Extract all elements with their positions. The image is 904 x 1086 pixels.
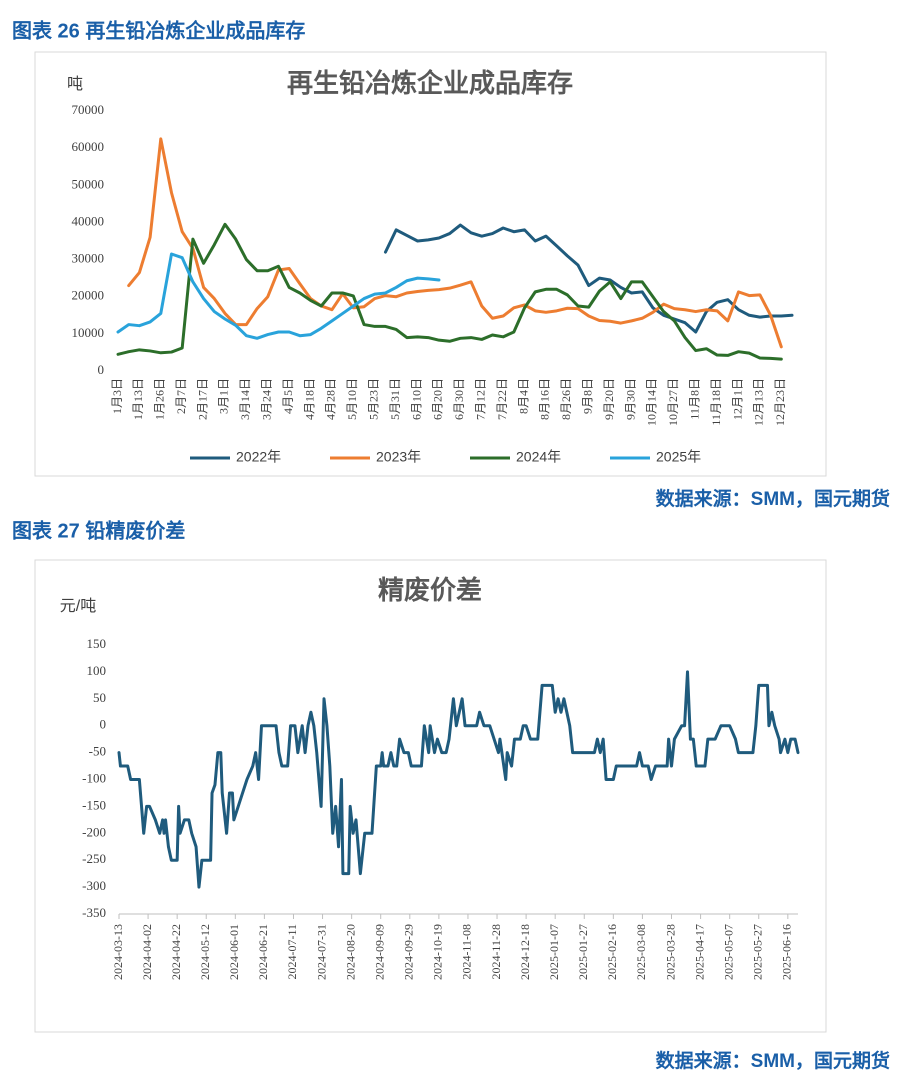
y-tick-label: -150 [82, 797, 106, 812]
x-tick-label: 2024-05-12 [198, 924, 212, 980]
series-line [127, 137, 783, 349]
legend-label: 2024年 [516, 449, 561, 465]
x-tick-label: 3月24日 [260, 378, 274, 420]
series-line [383, 223, 794, 334]
x-tick-label: 6月20日 [431, 378, 445, 420]
chart-frame [34, 51, 827, 477]
y-axis-label: 吨 [67, 75, 83, 93]
y-tick-label: -100 [82, 770, 106, 785]
y-tick-label: 0 [98, 362, 105, 377]
x-tick-label: 1月13日 [131, 378, 145, 420]
y-axis-label: 元/吨 [60, 597, 96, 615]
x-tick-label: 2024-03-13 [111, 924, 125, 980]
x-tick-label: 8月26日 [559, 378, 573, 420]
x-tick-label: 2024-06-01 [227, 924, 241, 980]
x-tick-label: 1月26日 [153, 378, 167, 420]
x-tick-label: 3月1日 [217, 378, 231, 414]
x-tick-label: 2025-01-07 [547, 924, 561, 980]
y-tick-label: 10000 [72, 325, 105, 340]
x-tick-label: 9月30日 [623, 378, 637, 420]
x-tick-label: 2024-09-09 [372, 924, 386, 980]
series-line [117, 670, 800, 889]
x-tick-label: 2024-10-19 [431, 924, 445, 980]
y-tick-label: -300 [82, 878, 106, 893]
figure-caption: 图表 27 铅精废价差 [12, 518, 185, 542]
y-tick-label: -200 [82, 824, 106, 839]
y-tick-label: 50000 [72, 176, 105, 191]
x-tick-label: 2025-03-08 [634, 924, 648, 980]
x-tick-label: 2024-04-02 [140, 924, 154, 980]
x-tick-label: 10月14日 [645, 378, 659, 426]
x-tick-label: 3月14日 [238, 378, 252, 420]
x-tick-label: 5月23日 [367, 378, 381, 420]
source-note: 数据来源：SMM，国元期货 [656, 487, 890, 510]
x-tick-label: 6月10日 [409, 378, 423, 420]
x-tick-label: 2024-11-28 [489, 924, 503, 980]
y-tick-label: -250 [82, 851, 106, 866]
x-tick-label: 4月18日 [302, 378, 316, 420]
x-tick-label: 2024-06-21 [256, 924, 270, 980]
x-tick-label: 5月10日 [345, 378, 359, 420]
series-line [116, 222, 783, 361]
legend-label: 2023年 [376, 449, 421, 465]
x-tick-label: 2024-04-22 [169, 924, 183, 980]
chart-title: 再生铅冶炼企业成品库存 [287, 68, 573, 98]
y-tick-label: 100 [87, 663, 107, 678]
y-tick-label: -350 [82, 905, 106, 920]
x-tick-label: 2025-03-28 [663, 924, 677, 980]
x-tick-label: 12月23日 [773, 378, 787, 426]
y-tick-label: 50 [93, 690, 106, 705]
x-tick-label: 2024-11-08 [460, 924, 474, 980]
chart-frame [34, 559, 827, 1033]
x-tick-label: 2024-09-29 [402, 924, 416, 980]
x-tick-label: 12月1日 [730, 378, 744, 420]
x-tick-label: 2025-04-17 [692, 924, 706, 980]
chart-title: 精废价差 [378, 575, 482, 605]
x-tick-label: 7月12日 [473, 378, 487, 420]
x-tick-label: 2024-12-18 [518, 924, 532, 980]
x-tick-label: 2024-07-31 [314, 924, 328, 980]
x-tick-label: 2025-05-07 [721, 924, 735, 980]
x-tick-label: 2月17日 [195, 378, 209, 420]
y-tick-label: 30000 [72, 251, 105, 266]
y-tick-label: 40000 [72, 213, 105, 228]
x-tick-label: 5月31日 [388, 378, 402, 420]
x-tick-label: 8月4日 [516, 378, 530, 414]
y-tick-label: 0 [100, 717, 107, 732]
x-tick-label: 2025-02-16 [605, 924, 619, 980]
x-tick-label: 4月5日 [281, 378, 295, 414]
x-tick-label: 2025-05-27 [750, 924, 764, 980]
x-tick-label: 1月3日 [110, 378, 124, 414]
x-tick-label: 11月18日 [709, 378, 723, 426]
y-tick-label: 70000 [72, 102, 105, 117]
x-tick-label: 2025-01-27 [576, 924, 590, 980]
legend-label: 2025年 [656, 449, 701, 465]
x-tick-label: 11月8日 [687, 378, 701, 420]
x-tick-label: 2025-06-16 [780, 924, 794, 980]
x-tick-label: 2月7日 [174, 378, 188, 414]
x-tick-label: 9月8日 [580, 378, 594, 414]
series-line [116, 252, 441, 340]
source-note: 数据来源：SMM，国元期货 [656, 1049, 890, 1072]
x-tick-label: 9月20日 [602, 378, 616, 420]
x-tick-label: 8月16日 [538, 378, 552, 420]
x-tick-label: 2024-08-20 [343, 924, 357, 980]
x-tick-label: 4月28日 [324, 378, 338, 420]
figure-caption: 图表 26 再生铅冶炼企业成品库存 [12, 18, 305, 42]
x-tick-label: 12月13日 [752, 378, 766, 426]
y-tick-label: 60000 [72, 139, 105, 154]
x-tick-label: 2024-07-11 [285, 924, 299, 980]
y-tick-label: -50 [89, 744, 106, 759]
y-tick-label: 150 [87, 636, 107, 651]
x-tick-label: 10月27日 [666, 378, 680, 426]
x-tick-label: 6月30日 [452, 378, 466, 420]
y-tick-label: 20000 [72, 288, 105, 303]
x-tick-label: 7月22日 [495, 378, 509, 420]
legend-label: 2022年 [236, 449, 281, 465]
